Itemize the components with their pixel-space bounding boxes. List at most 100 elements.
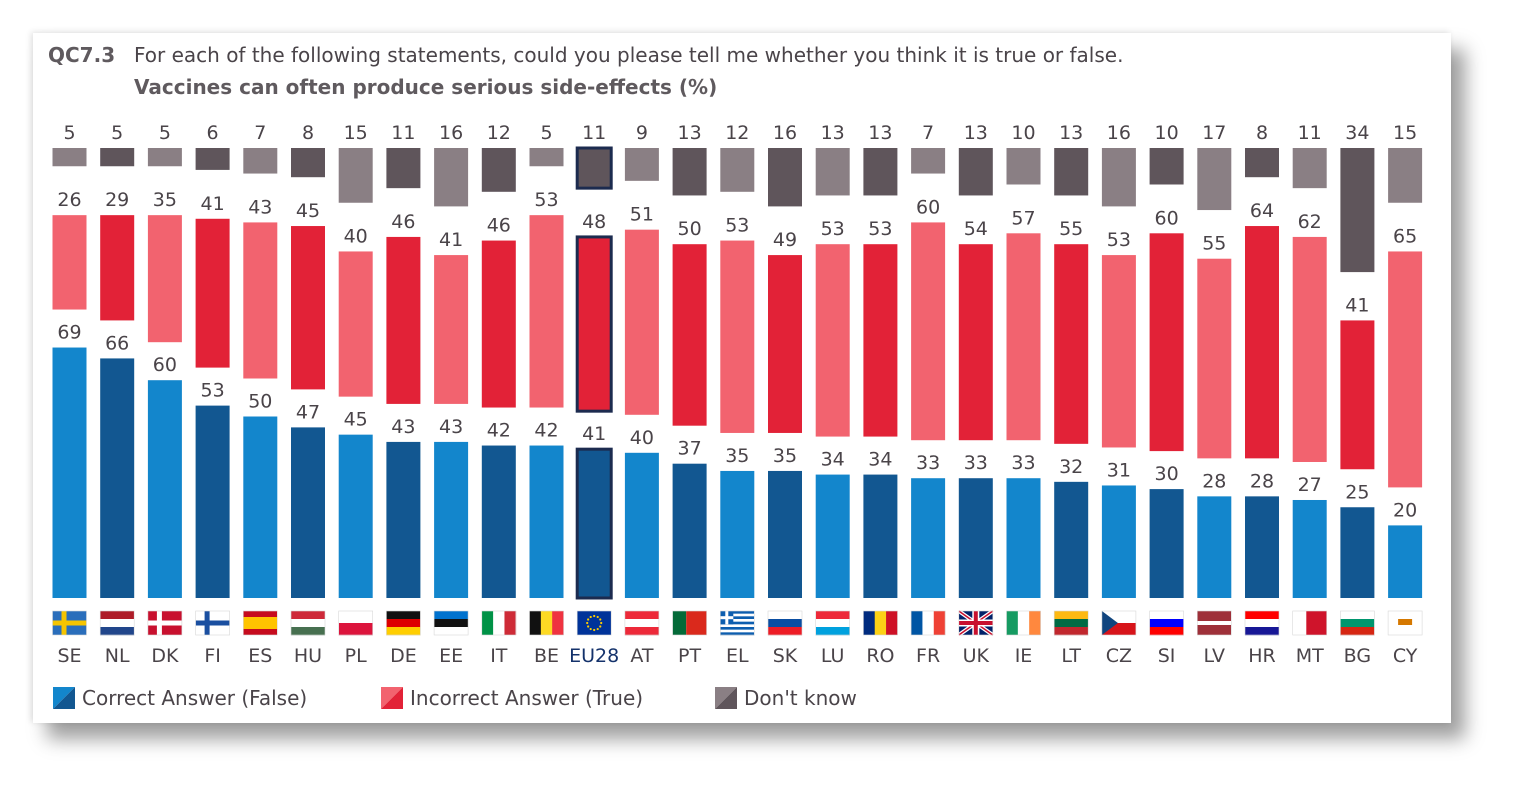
country-label-hu: HU [294,645,322,667]
swatch-dark [53,687,75,709]
value-incorrect-pl: 40 [344,225,368,247]
value-correct-se: 69 [57,322,81,344]
value-incorrect-mt: 62 [1298,211,1322,233]
flag-border [386,610,421,636]
value-correct-eu28: 41 [582,423,606,445]
country-label-it: IT [490,645,508,667]
country-label-hr: HR [1248,645,1276,667]
flag-border [767,610,803,636]
bar-dont-know-eu28 [575,146,613,190]
flag-part [386,619,421,628]
bar-incorrect-uk [958,244,993,441]
flag-part [624,611,659,620]
flag-fi-icon [195,610,230,636]
flag-part [1017,611,1030,635]
flag-part [1245,619,1279,628]
flag-part [552,611,564,635]
flag-part [720,632,755,636]
flag-border [1149,610,1184,636]
bar-correct-lv [1197,496,1232,598]
swatch-dark [715,687,737,709]
value-incorrect-ro: 53 [868,218,892,240]
bar-correct-hr [1245,496,1279,598]
country-label-mt: MT [1296,645,1324,667]
country-label-es: ES [248,645,272,667]
legend-incorrect-swatch [381,687,403,709]
flag-mt-icon [1292,610,1327,636]
value-incorrect-it: 46 [487,215,511,237]
bar-dont-know-cz [1101,148,1136,207]
flag-hr-icon [1244,610,1280,636]
bar-dont-know-sk [768,148,802,207]
value-dont-know-hr: 8 [1256,122,1268,144]
bar-incorrect-pt [672,244,707,426]
bar-dont-know-lu [815,148,850,196]
legend-dont-know-label: Don't know [744,686,857,710]
country-label-de: DE [390,645,417,667]
value-correct-cz: 31 [1107,459,1131,481]
flag-part [720,624,755,628]
flag-be-icon [529,610,564,636]
bar-dont-know-mt [1292,148,1327,189]
value-correct-dk: 60 [153,354,177,376]
flag-border [1197,610,1232,636]
flag-part [1054,611,1089,620]
flag-star [589,627,592,631]
question-code: QC7.3 [48,43,116,67]
bar-correct-at [624,452,659,598]
flag-border [1387,610,1423,636]
value-dont-know-hu: 8 [302,122,314,144]
bar-incorrect-mt [1292,236,1327,462]
bar-correct-be [529,445,564,598]
value-dont-know-lu: 13 [821,122,845,144]
flag-part [434,619,469,628]
value-incorrect-lv: 55 [1202,233,1226,255]
bar-dont-know-hu [291,148,325,178]
bar-dont-know-nl [100,148,135,167]
legend-incorrect-label: Incorrect Answer (True) [410,686,644,710]
flag-part [815,619,850,628]
flag-part [540,611,553,635]
flag-border [433,610,469,636]
value-incorrect-uk: 54 [964,218,988,240]
legend-correct: Correct Answer (False) [53,685,307,711]
flag-part [1054,619,1089,628]
flag-part [815,611,850,620]
bar-incorrect-pl [338,251,373,397]
flag-border [958,610,994,636]
flag-part [291,619,325,628]
flag-part [386,611,421,620]
bar-dont-know-be [529,148,564,167]
flag-ie-icon [1006,610,1041,636]
country-label-ie: IE [1015,645,1033,667]
value-correct-pt: 37 [678,438,702,460]
flag-part [434,627,469,636]
bar-dont-know-si [1149,148,1184,185]
bar-dont-know-el [720,148,755,192]
bar-dont-know-se [52,148,87,167]
flag-border [195,610,230,636]
country-label-fr: FR [916,645,940,667]
country-label-lu: LU [821,645,845,667]
value-correct-hr: 28 [1250,470,1274,492]
flag-star [589,615,592,619]
bar-incorrect-be [529,215,564,408]
flag-bg-icon [1340,610,1375,636]
value-dont-know-uk: 13 [964,122,988,144]
flag-border [99,610,135,636]
value-incorrect-de: 46 [391,211,415,233]
country-label-uk: UK [963,645,990,667]
flag-pt-icon [672,610,707,636]
value-incorrect-at: 51 [630,204,654,226]
flag-border [147,610,183,636]
value-dont-know-fi: 6 [207,122,219,144]
flag-border [719,610,755,636]
flag-el-icon [719,610,755,636]
value-correct-el: 35 [725,445,749,467]
bar-dont-know-fr [911,148,946,174]
bar-dont-know-lt [1054,148,1089,196]
country-label-lv: LV [1204,645,1226,667]
flag-part [720,613,755,617]
value-incorrect-dk: 35 [153,189,177,211]
bar-correct-el [720,470,755,598]
